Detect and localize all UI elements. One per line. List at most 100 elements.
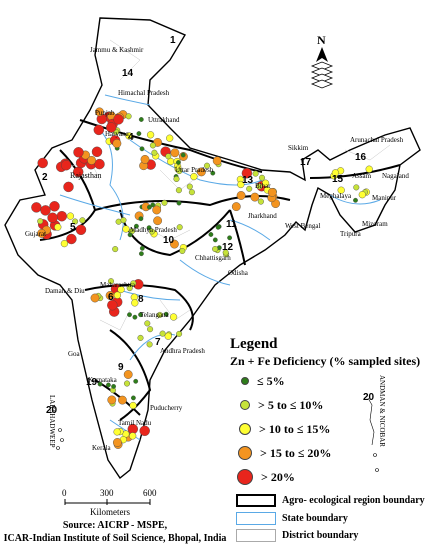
sample-site-dot bbox=[252, 170, 259, 177]
sample-site-dot bbox=[337, 186, 345, 194]
sample-site-dot bbox=[161, 199, 168, 206]
label-mz: Mizoram bbox=[362, 220, 388, 228]
legend-line-agro: Agro- ecological region boundary bbox=[236, 494, 425, 507]
label-uk: Uttrakhand bbox=[148, 116, 180, 124]
sample-site-dot bbox=[75, 224, 87, 236]
sample-site-dot bbox=[237, 180, 245, 189]
scale-bar: 0 300 600 Kilometers bbox=[62, 488, 157, 517]
label-kl: Kerala bbox=[92, 444, 112, 452]
sample-site-dot bbox=[112, 246, 119, 253]
label-as: Assam bbox=[352, 172, 372, 180]
label-hr: Haryana bbox=[105, 130, 130, 138]
sample-site-dot bbox=[133, 223, 139, 229]
label-goa: Goa bbox=[68, 350, 81, 358]
region-number: 19 bbox=[86, 377, 98, 388]
sample-site-dot bbox=[117, 285, 125, 294]
label-jk: Jammu & Kashmir bbox=[90, 46, 144, 54]
sample-site-dot bbox=[31, 202, 42, 213]
region-number: 10 bbox=[163, 235, 175, 246]
legend-line-state: State boundary bbox=[236, 512, 348, 525]
sample-site-dot bbox=[175, 187, 182, 194]
region-number: 2 bbox=[42, 172, 48, 183]
sample-site-dot bbox=[210, 170, 216, 176]
legend-line-label: State boundary bbox=[282, 513, 348, 524]
sample-site-dot bbox=[358, 191, 366, 199]
region-number: 1 bbox=[170, 35, 176, 46]
sample-site-dot bbox=[149, 142, 156, 149]
legend-dot-icon bbox=[239, 423, 251, 435]
sample-site-dot bbox=[129, 401, 137, 410]
scale-tick: 600 bbox=[143, 488, 157, 498]
sample-site-dot bbox=[250, 192, 260, 202]
sample-site-dot bbox=[147, 326, 154, 333]
sample-site-dot bbox=[176, 330, 183, 337]
sample-site-dot bbox=[54, 223, 62, 231]
sample-site-dot bbox=[49, 201, 60, 212]
region-number: 16 bbox=[355, 152, 367, 163]
sample-site-dot bbox=[97, 381, 103, 387]
legend-item-class5: > 20% bbox=[236, 468, 295, 486]
region-number: 20 bbox=[46, 405, 58, 416]
legend-subtitle: Zn + Fe Deficiency (% sampled sites) bbox=[230, 354, 421, 368]
label-py: Puducherry bbox=[150, 404, 183, 412]
sample-site-dot bbox=[137, 334, 144, 341]
sample-site-dot bbox=[188, 189, 195, 196]
sample-site-dot bbox=[153, 216, 163, 226]
legend-item-class1: ≤ 5% bbox=[236, 372, 285, 390]
region-number: 15 bbox=[332, 174, 344, 185]
sample-site-dot bbox=[37, 157, 48, 169]
sample-site-dot bbox=[56, 210, 67, 222]
label-hp: Himachal Pradesh bbox=[118, 89, 170, 97]
sample-site-dot bbox=[73, 147, 84, 158]
sample-site-dot bbox=[138, 312, 144, 318]
sample-site-dot bbox=[111, 383, 117, 389]
sample-site-dot bbox=[212, 156, 222, 166]
sample-site-dot bbox=[79, 217, 86, 224]
legend-label: > 10 to ≤ 15% bbox=[259, 421, 331, 436]
label-od: Odisha bbox=[228, 269, 249, 277]
sample-site-dot bbox=[163, 311, 169, 317]
sample-site-dot bbox=[169, 239, 179, 249]
sample-site-dot bbox=[215, 224, 221, 230]
region-number: 5 bbox=[70, 222, 76, 233]
region-number: 17 bbox=[300, 157, 312, 168]
label-nl: Nagaland bbox=[382, 172, 409, 180]
sample-site-dot bbox=[87, 155, 97, 165]
sample-site-dot bbox=[331, 169, 340, 177]
sample-site-dot bbox=[66, 233, 77, 245]
sample-site-dot bbox=[227, 235, 233, 241]
sample-site-dot bbox=[190, 173, 198, 181]
sample-site-dot bbox=[176, 200, 182, 206]
deficiency-dots bbox=[31, 107, 373, 449]
sample-site-dot bbox=[159, 330, 166, 337]
sample-site-dot bbox=[365, 165, 373, 173]
sample-site-dot bbox=[146, 225, 152, 231]
legend-label: > 15 to ≤ 20% bbox=[260, 445, 332, 460]
legend-label: > 20% bbox=[261, 469, 295, 484]
region-number: 4 bbox=[128, 132, 134, 143]
sample-site-dot bbox=[203, 162, 210, 169]
sample-site-dot bbox=[139, 425, 150, 436]
sample-site-dot bbox=[127, 312, 132, 318]
sample-site-dot bbox=[40, 205, 51, 216]
sample-site-dot bbox=[208, 232, 214, 237]
legend-item-class3: > 10 to ≤ 15% bbox=[236, 420, 330, 438]
sample-site-dot bbox=[146, 204, 152, 210]
sample-site-dot bbox=[66, 212, 75, 220]
sample-site-dot bbox=[132, 314, 138, 320]
label-dd: Daman & Diu bbox=[45, 287, 85, 295]
legend-label: > 5 to ≤ 10% bbox=[258, 397, 324, 412]
label-rj: Rajasthan bbox=[70, 171, 102, 180]
sample-site-dot bbox=[130, 395, 136, 401]
sample-site-dot bbox=[180, 152, 186, 158]
sample-site-dot bbox=[186, 183, 193, 190]
sample-site-dot bbox=[139, 146, 145, 152]
label-gj: Gujarat bbox=[25, 230, 46, 238]
source-line-2: ICAR-Indian Institute of Soil Science, B… bbox=[3, 533, 227, 544]
label-jh: Jharkhand bbox=[248, 212, 277, 220]
sample-site-dot bbox=[148, 228, 155, 235]
label-up: Uttar Pradesh bbox=[175, 166, 214, 174]
label-wb: West Bengal bbox=[285, 222, 320, 230]
sample-site-dot bbox=[170, 313, 178, 321]
sample-site-dot bbox=[150, 202, 156, 208]
